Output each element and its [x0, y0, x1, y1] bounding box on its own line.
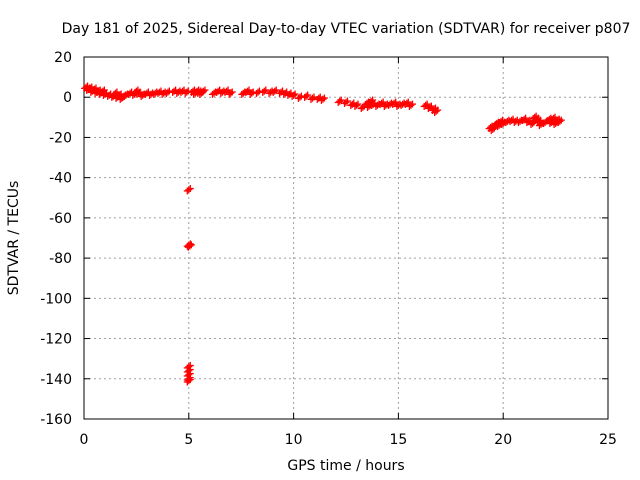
- y-tick-label: -20: [49, 130, 72, 146]
- y-tick-label: 20: [54, 50, 72, 66]
- data-point: [556, 117, 564, 125]
- data-point: [227, 89, 235, 97]
- data-point-dup: [408, 100, 416, 108]
- data-point-dup: [186, 185, 194, 193]
- data-point-dup: [187, 241, 195, 249]
- x-axis-label: GPS time / hours: [287, 458, 404, 474]
- data-point: [407, 101, 415, 109]
- data-point-dup: [557, 116, 565, 124]
- data-point: [432, 107, 440, 115]
- data-point-dup: [272, 86, 280, 94]
- x-tick-labels: 0 5 10 15 20 25: [80, 432, 617, 448]
- data-point: [260, 87, 268, 95]
- y-tick-label: -140: [40, 372, 72, 388]
- y-tick-label: -60: [49, 211, 72, 227]
- data-point: [302, 92, 310, 100]
- data-point: [271, 87, 279, 95]
- data-point-dup: [186, 376, 194, 384]
- data-point: [185, 377, 193, 385]
- data-point: [186, 242, 194, 250]
- axis-ticks: [83, 56, 609, 420]
- y-tick-labels: 20 0 -20 -40 -60 -80 -100 -120 -140 -160: [40, 50, 72, 428]
- data-point: [342, 98, 350, 106]
- data-point-dup: [262, 86, 270, 94]
- x-tick-label: 15: [389, 432, 407, 448]
- data-point: [199, 87, 207, 95]
- plot-frame: [83, 56, 609, 420]
- chart-title: Day 181 of 2025, Sidereal Day-to-day VTE…: [62, 21, 631, 37]
- x-tick-label: 25: [599, 432, 617, 448]
- data-point: [336, 97, 344, 105]
- grid-lines: [84, 57, 608, 419]
- data-point-dup: [201, 86, 209, 94]
- data-point-dup: [291, 90, 299, 98]
- y-tick-label: 0: [63, 90, 72, 106]
- data-point-dup: [320, 94, 328, 102]
- x-tick-label: 5: [184, 432, 193, 448]
- data-point-dup: [228, 88, 236, 96]
- data-point-dup: [344, 97, 351, 105]
- y-tick-label: -100: [40, 291, 72, 307]
- data-point: [319, 95, 327, 103]
- x-tick-label: 10: [285, 432, 303, 448]
- data-point-dup: [354, 100, 362, 108]
- data-points: [81, 82, 565, 386]
- data-point-dup: [304, 91, 312, 99]
- data-point-dup: [337, 96, 345, 104]
- y-tick-label: -120: [40, 332, 72, 348]
- data-point: [308, 94, 316, 102]
- data-point: [290, 91, 298, 99]
- data-point-dup: [434, 106, 442, 114]
- y-tick-label: -160: [40, 412, 72, 428]
- y-axis-label: SDTVAR / TECUs: [6, 181, 22, 296]
- x-tick-label: 0: [80, 432, 89, 448]
- x-tick-label: 20: [494, 432, 512, 448]
- y-tick-label: -40: [49, 171, 72, 187]
- data-point: [185, 186, 193, 194]
- data-point: [352, 101, 360, 109]
- y-tick-label: -80: [49, 251, 72, 267]
